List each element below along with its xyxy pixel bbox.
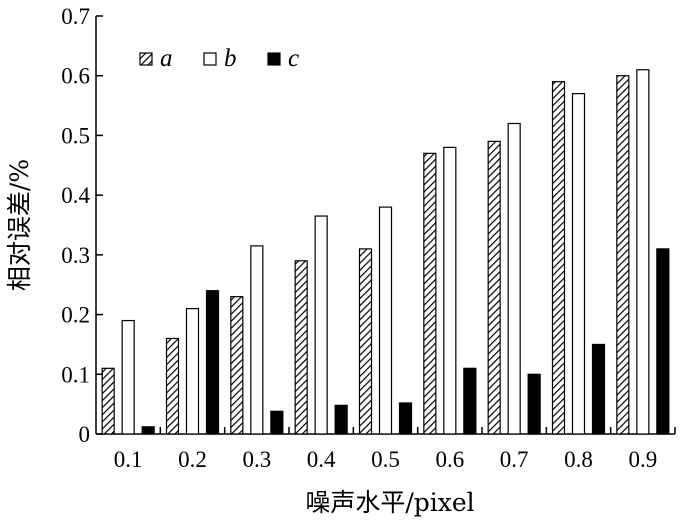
bar-a-0.3 bbox=[230, 296, 244, 435]
y-axis-title: 相对误差/% bbox=[5, 159, 34, 291]
x-tick-label: 0.6 bbox=[435, 447, 464, 472]
bar-b-0.9 bbox=[636, 69, 650, 435]
bar-b-0.3 bbox=[250, 245, 264, 435]
bar-c-0.5 bbox=[398, 402, 413, 435]
y-tick-label: 0.6 bbox=[61, 64, 90, 89]
legend-label-a: a bbox=[160, 45, 173, 72]
legend-label-c: c bbox=[288, 45, 299, 72]
x-tick-label: 0.3 bbox=[242, 447, 271, 472]
bar-b-0.4 bbox=[314, 215, 328, 435]
bar-b-0.6 bbox=[443, 146, 457, 435]
bar-c-0.6 bbox=[463, 367, 477, 435]
y-axis-ticks: 0 0.1 0.2 0.3 0.4 0.5 0.6 0.7 bbox=[61, 4, 103, 447]
bar-a-0.8 bbox=[551, 81, 566, 435]
bar-a-0.9 bbox=[616, 75, 630, 435]
x-tick-label: 0.5 bbox=[371, 447, 400, 472]
bar-b-0.7 bbox=[507, 122, 521, 435]
bar-a-0.2 bbox=[165, 337, 180, 435]
y-tick-label: 0.7 bbox=[61, 4, 90, 29]
x-axis-title: 噪声水平/pixel bbox=[305, 488, 474, 517]
y-tick-label: 0 bbox=[79, 422, 91, 447]
bar-c-0.4 bbox=[334, 404, 348, 435]
legend-swatch-b bbox=[203, 52, 217, 66]
x-tick-label: 0.8 bbox=[564, 447, 593, 472]
x-tick-label: 0.4 bbox=[307, 447, 336, 472]
x-tick-label: 0.2 bbox=[178, 447, 207, 472]
x-axis-ticks: 0.1 0.2 0.3 0.4 0.5 0.6 0.7 0.8 0.9 bbox=[114, 427, 676, 472]
bar-b-0.5 bbox=[378, 206, 393, 435]
y-tick-label: 0.5 bbox=[61, 123, 90, 148]
y-tick-label: 0.4 bbox=[61, 183, 90, 208]
bar-a-0.4 bbox=[294, 260, 308, 435]
bar-a-0.7 bbox=[487, 140, 501, 435]
bar-b-0.2 bbox=[185, 308, 200, 435]
bar-b-0.8 bbox=[571, 93, 586, 435]
legend-swatch-c bbox=[267, 52, 281, 66]
y-tick-label: 0.3 bbox=[61, 243, 90, 268]
bar-a-0.1 bbox=[101, 367, 115, 435]
bar-c-0.7 bbox=[527, 373, 541, 435]
plot-area bbox=[95, 16, 675, 435]
x-tick-label: 0.9 bbox=[628, 447, 657, 472]
y-tick-label: 0.2 bbox=[61, 303, 90, 328]
bar-c-0.8 bbox=[591, 343, 606, 435]
bar-a-0.6 bbox=[423, 152, 437, 435]
legend-swatch-a bbox=[139, 52, 153, 66]
x-tick-label: 0.7 bbox=[500, 447, 529, 472]
y-tick-label: 0.1 bbox=[61, 362, 90, 387]
bar-c-0.1 bbox=[141, 426, 155, 435]
bar-c-0.9 bbox=[656, 248, 670, 435]
legend-label-b: b bbox=[224, 45, 237, 72]
bar-c-0.3 bbox=[270, 410, 284, 435]
bar-b-0.1 bbox=[121, 319, 135, 435]
bar-c-0.2 bbox=[205, 290, 220, 435]
legend: a b c bbox=[139, 45, 299, 72]
bar-a-0.5 bbox=[358, 248, 373, 435]
x-tick-label: 0.1 bbox=[114, 447, 143, 472]
